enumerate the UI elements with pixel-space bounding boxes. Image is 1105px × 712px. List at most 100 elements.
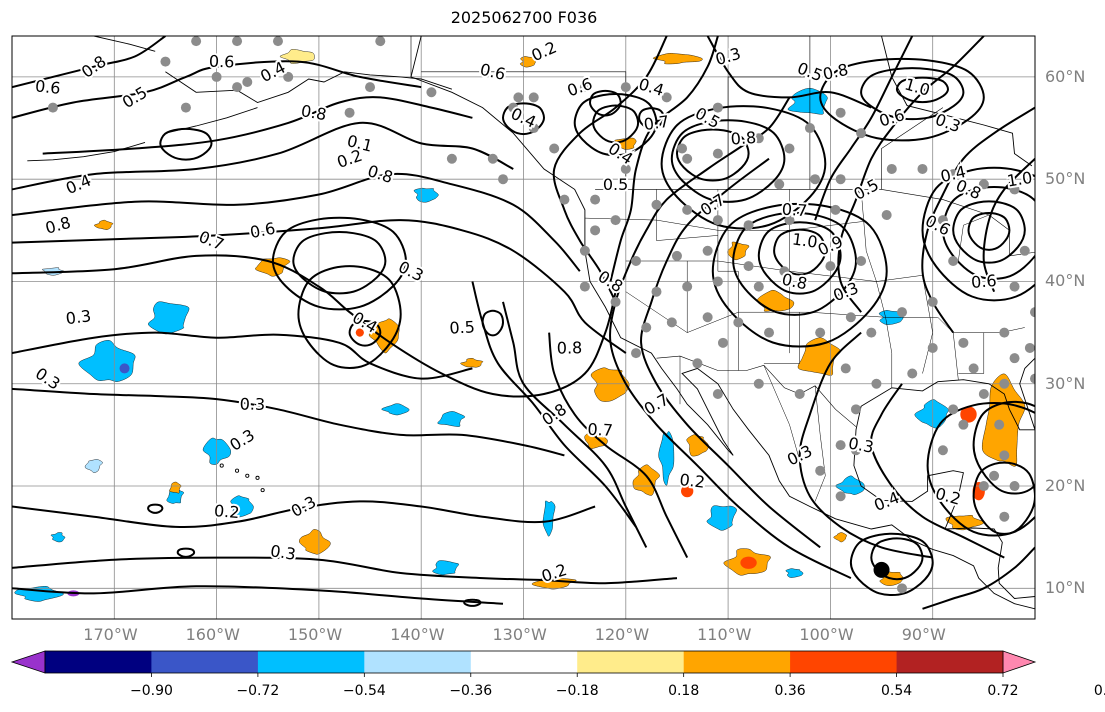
station-dot <box>835 174 846 185</box>
station-dot <box>641 322 652 333</box>
hawaii-island <box>235 468 240 473</box>
contour-loop <box>926 402 1035 537</box>
contour-line <box>706 36 872 109</box>
station-dot <box>958 337 969 348</box>
contour-loop <box>952 200 1026 264</box>
canada-provincial-border <box>727 36 811 190</box>
contour-loop <box>921 166 1035 302</box>
station-dot <box>712 276 723 287</box>
station-dot <box>620 163 631 174</box>
latitude-label: 60°N <box>1045 66 1086 86</box>
contour-line <box>837 36 985 313</box>
station-dot <box>631 348 642 359</box>
station-dot <box>666 317 677 328</box>
contour-line <box>502 301 648 548</box>
station-dot <box>743 220 754 231</box>
station-markers <box>47 36 1035 594</box>
longitude-label: 120°W <box>594 625 650 644</box>
station-dot <box>856 128 867 139</box>
station-dot <box>927 342 938 353</box>
station-dot <box>881 209 892 220</box>
contour-loop <box>860 67 965 121</box>
shaded-patch <box>706 505 737 531</box>
contour-loop <box>463 598 482 607</box>
contour-loop <box>292 231 387 295</box>
station-dot <box>1024 342 1035 353</box>
shaded-patch <box>833 532 847 543</box>
state-border <box>958 214 990 262</box>
station-dot <box>1009 281 1020 292</box>
station-dot <box>232 36 243 47</box>
station-dot <box>743 261 754 272</box>
station-dot <box>999 327 1010 338</box>
colorbar-segment <box>790 651 897 673</box>
station-dot <box>830 204 841 215</box>
station-dot <box>717 337 728 348</box>
colorbar-tick-label: 0.54 <box>880 683 913 699</box>
longitude-label: 160°W <box>185 625 240 644</box>
contour-loop <box>895 76 950 104</box>
station-dot <box>753 378 764 389</box>
contour-label: 0.7 <box>781 200 808 221</box>
hawaii-island <box>255 475 260 480</box>
hawaii-island <box>260 488 265 493</box>
colorbar-tick-label: −0.18 <box>555 683 599 699</box>
shaded-patch <box>519 56 536 68</box>
station-dot <box>1009 184 1020 195</box>
station-dot <box>999 450 1010 461</box>
station-dot <box>160 56 171 67</box>
station-dot <box>907 368 918 379</box>
station-dot <box>840 363 851 374</box>
contour-line <box>548 332 689 559</box>
station-dot <box>815 465 826 476</box>
station-dot <box>937 445 948 456</box>
contour-loop <box>159 127 213 161</box>
station-dot <box>835 491 846 502</box>
mexico-state-border <box>763 365 800 461</box>
station-dot <box>365 82 376 93</box>
station-dot <box>804 123 815 134</box>
station-dot <box>815 327 826 338</box>
contour-line <box>798 331 933 559</box>
map-frame <box>11 35 1036 620</box>
longitude-label: 130°W <box>492 625 547 644</box>
station-dot <box>180 102 191 113</box>
shaded-core <box>355 328 364 337</box>
colorbar-tick-label: −0.54 <box>342 683 386 699</box>
shaded-patch <box>50 532 66 543</box>
contour-line <box>12 331 473 380</box>
station-dot <box>845 312 856 323</box>
hawaii-island <box>245 473 250 478</box>
station-dot <box>856 256 867 267</box>
station-dot <box>753 133 764 144</box>
contour-loop <box>675 128 750 182</box>
shaded-patch <box>460 358 484 368</box>
contour-loop <box>481 309 505 337</box>
contour-loop <box>592 104 640 144</box>
contour-label: 0.6 <box>478 60 507 84</box>
station-dot <box>897 307 908 318</box>
station-dot <box>1009 481 1020 492</box>
shaded-patch <box>542 500 556 537</box>
shaded-patch <box>432 560 459 576</box>
longitude-label: 110°W <box>697 625 752 644</box>
hawaii-island <box>219 463 224 468</box>
shaded-patch <box>981 373 1026 467</box>
station-dot <box>886 163 897 174</box>
station-dot <box>779 266 790 277</box>
latitude-label: 20°N <box>1045 476 1086 496</box>
contour-line <box>982 157 1035 293</box>
contour-line <box>12 219 627 354</box>
contour-loop <box>773 228 827 276</box>
latitude-label: 50°N <box>1045 169 1086 189</box>
station-dot <box>344 107 355 118</box>
shaded-core <box>960 406 977 423</box>
station-dot <box>682 204 693 215</box>
station-dot <box>948 256 959 267</box>
colorbar-segment <box>683 651 791 673</box>
station-dot <box>508 102 519 113</box>
contour-label: 0.2 <box>679 470 707 492</box>
contour-loop <box>297 265 402 370</box>
station-dot <box>620 82 631 93</box>
station-dot <box>498 174 509 185</box>
